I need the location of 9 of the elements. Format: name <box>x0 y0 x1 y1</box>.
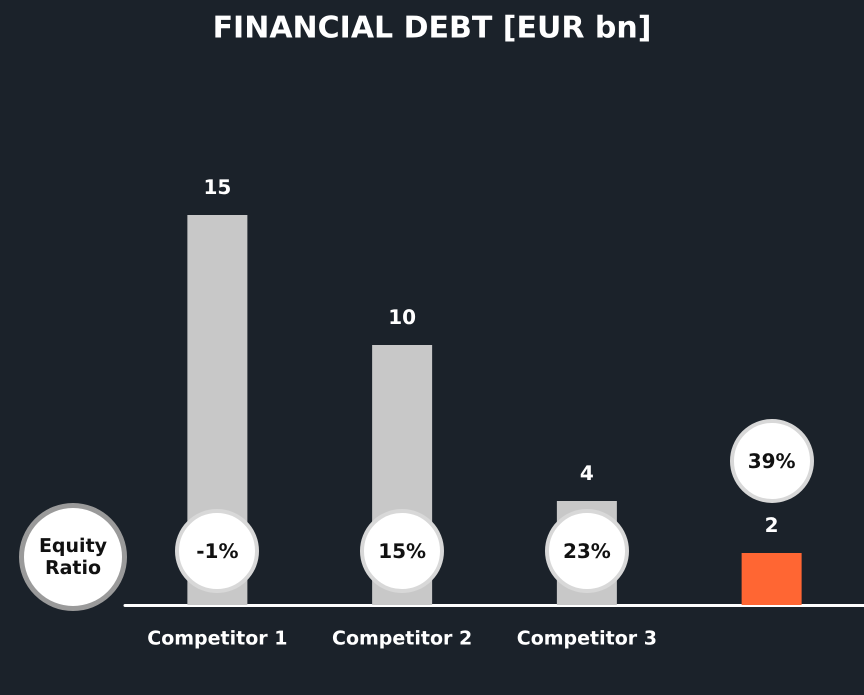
data-label: 4 <box>580 461 594 485</box>
x-tick-label: Competitor 3 <box>516 628 657 650</box>
data-label: 15 <box>203 175 232 199</box>
x-tick-label: Competitor 1 <box>147 628 288 650</box>
x-tick-label: Competitor 2 <box>332 628 472 650</box>
bar <box>742 553 802 605</box>
chart-title: FINANCIAL DEBT [EUR bn] <box>212 10 652 46</box>
data-label: 2 <box>764 513 779 537</box>
data-label: 10 <box>388 305 416 329</box>
